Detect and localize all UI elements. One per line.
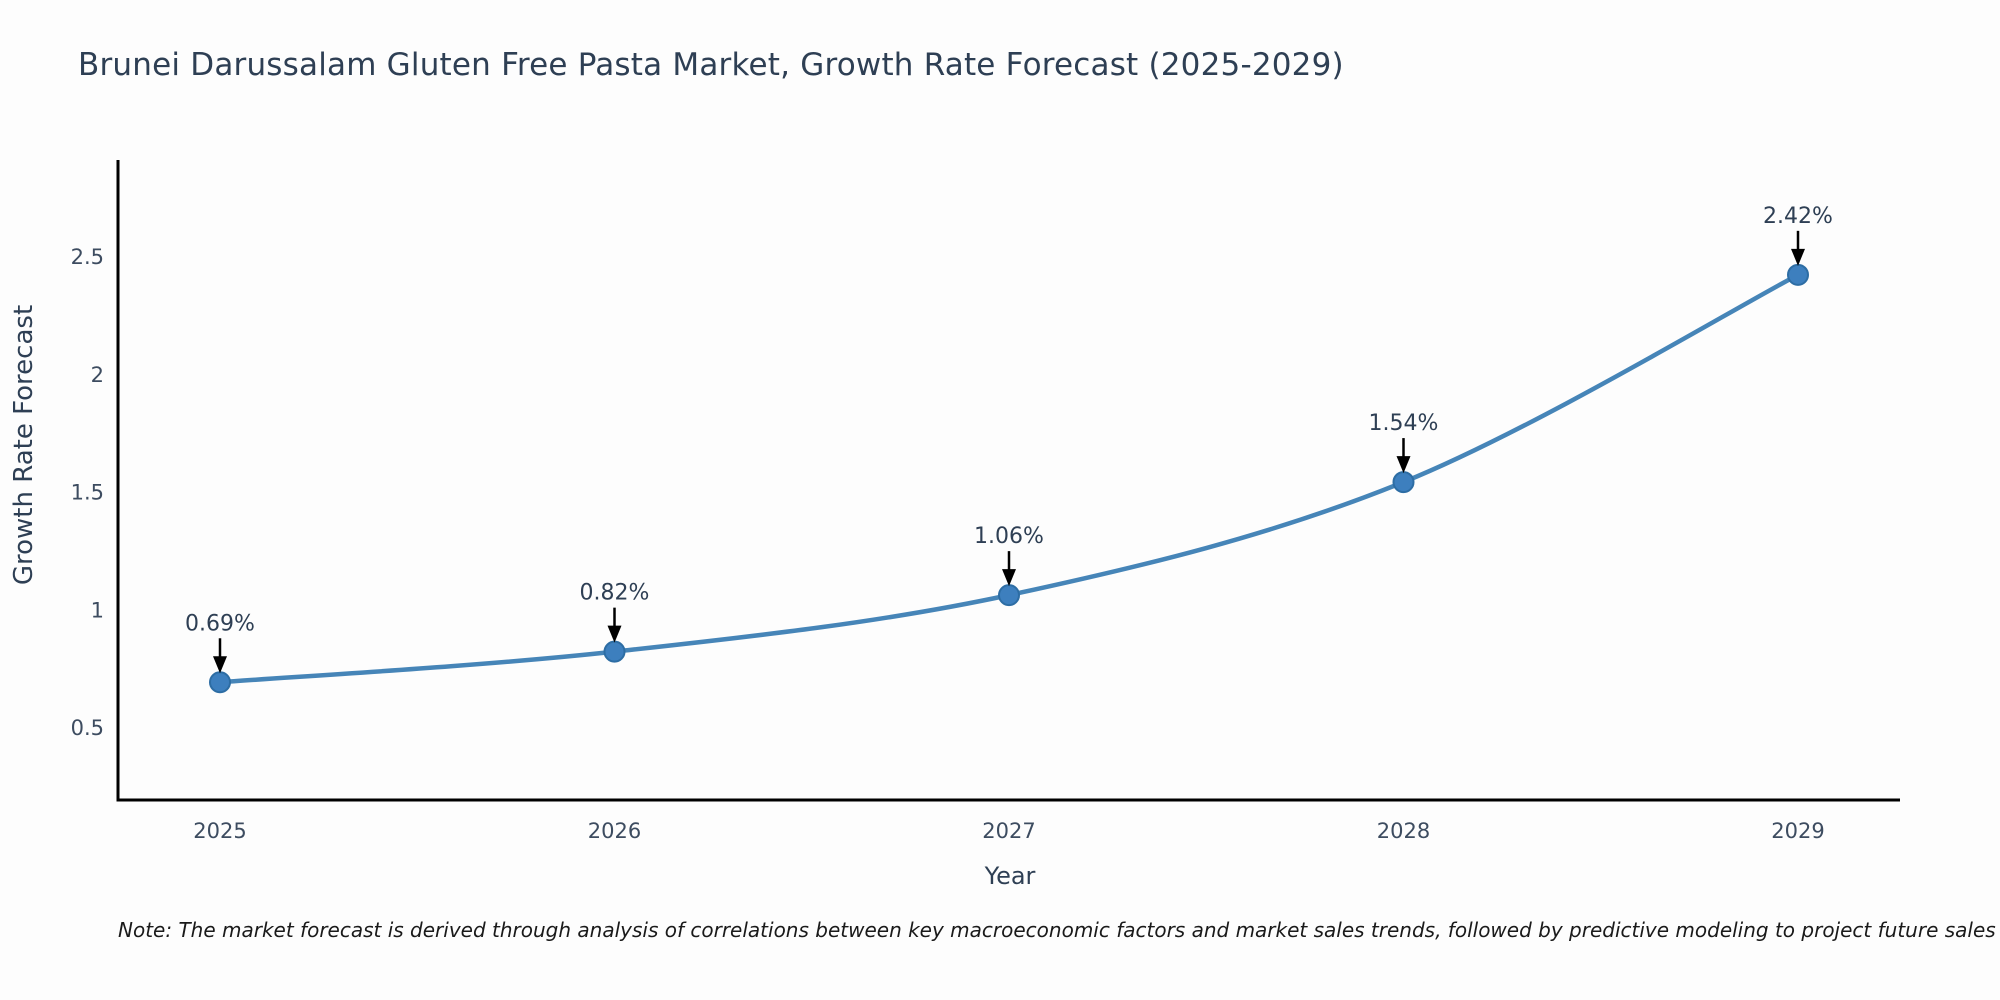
x-axis-title: Year (984, 862, 1036, 890)
x-tick-label: 2027 (982, 819, 1035, 843)
annotation-arrow-head (1396, 456, 1411, 474)
data-point-value-label: 1.54% (1369, 411, 1439, 436)
data-point-marker (1787, 263, 1809, 286)
chart-title: Brunei Darussalam Gluten Free Pasta Mark… (78, 47, 1344, 83)
x-tick-label: 2026 (588, 819, 641, 843)
data-point-value-label: 0.69% (185, 611, 255, 636)
x-tick-label: 2025 (193, 819, 246, 843)
y-axis-title: Growth Rate Forecast (9, 304, 39, 586)
data-point-value-label: 0.82% (580, 581, 650, 606)
data-point-marker (1392, 471, 1415, 494)
y-tick-label: 2.5 (71, 245, 104, 269)
footnote: Note: The market forecast is derived thr… (118, 918, 1996, 942)
data-point-value-label: 1.06% (974, 524, 1044, 549)
x-tick-label: 2028 (1377, 819, 1430, 843)
y-tick-label: 2 (91, 363, 104, 387)
annotation-arrow-head (607, 625, 622, 643)
data-point-marker (209, 671, 231, 694)
annotation-arrow-head (1002, 569, 1016, 587)
x-tick-label: 2029 (1771, 819, 1824, 843)
y-tick-label: 0.5 (71, 716, 104, 740)
annotation-arrow-head (213, 656, 227, 674)
forecast-line (217, 272, 1801, 685)
data-point-value-label: 2.42% (1763, 204, 1833, 229)
data-point-marker (998, 584, 1020, 607)
y-tick-label: 1.5 (71, 481, 104, 505)
y-tick-label: 1 (91, 598, 104, 622)
annotation-arrow-head (1791, 248, 1805, 266)
data-point-marker (603, 640, 626, 663)
